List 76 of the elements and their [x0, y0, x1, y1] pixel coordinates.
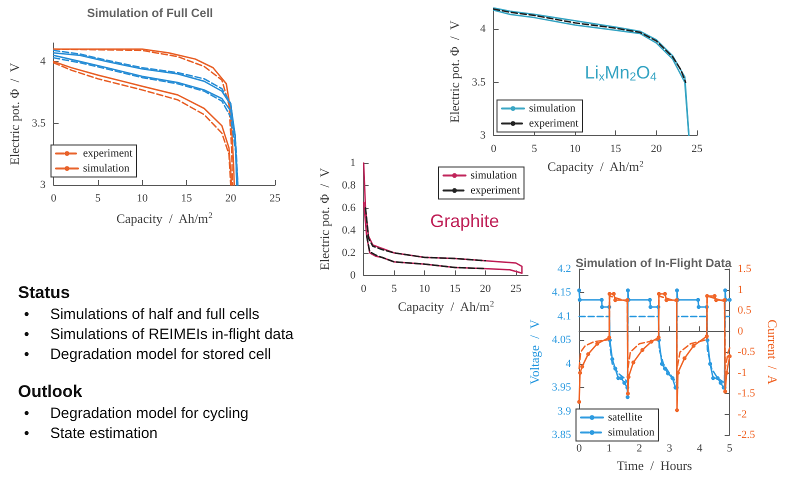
- y-tick-label: 3.9: [557, 405, 572, 418]
- text: • Simulations of half and full cells: [24, 305, 260, 325]
- x-axis-title: Time / Hours: [616, 458, 692, 473]
- x-tick-label: 10: [569, 142, 581, 155]
- legend-label: experiment: [83, 148, 132, 160]
- y2-tick-label: -1.5: [738, 388, 756, 400]
- annotation: Graphite: [430, 211, 500, 232]
- legend-label: experiment: [529, 118, 578, 130]
- text: Status: [18, 283, 70, 302]
- y-tick-label: 3.5: [32, 117, 46, 130]
- y-tick-label: 0: [350, 269, 356, 282]
- x-tick-label: 0: [490, 142, 497, 155]
- y-tick-label: 3: [480, 129, 486, 142]
- x-tick-label: 10: [419, 282, 431, 295]
- y-tick-label: 1: [350, 157, 356, 169]
- y2-tick-label: -2.5: [738, 429, 756, 442]
- x-tick-label: 20: [225, 192, 237, 204]
- y-tick-label: 0.2: [342, 246, 356, 259]
- y2-axis-title: Current / A: [765, 320, 780, 386]
- y-tick-label: 4: [40, 56, 46, 68]
- x-tick-label: 5: [95, 192, 102, 204]
- legend-label: simulation: [608, 426, 655, 438]
- legend-label: satellite: [608, 412, 642, 424]
- x-tick-label: 2: [636, 442, 642, 455]
- x-tick-label: 20: [480, 282, 492, 295]
- chart-title: Simulation of In-Flight Data: [576, 256, 732, 270]
- y-tick-label: 4.05: [552, 334, 572, 346]
- chart-title: Simulation of Full Cell: [87, 6, 213, 20]
- y-tick-label: 0.8: [342, 179, 356, 192]
- y-tick-label: 3: [40, 179, 46, 191]
- x-tick-label: 4: [696, 442, 703, 455]
- text: • Degradation model for stored cell: [24, 345, 272, 365]
- y-tick-label: 4.2: [557, 263, 572, 275]
- x-tick-label: 3: [666, 442, 673, 455]
- text: • Simulations of REIMEIs in-flight data: [24, 325, 295, 345]
- y2-tick-label: -2: [738, 408, 747, 420]
- y-tick-label: 3.85: [552, 429, 572, 442]
- y2-tick-label: -1: [738, 366, 747, 379]
- x-tick-label: 20: [650, 142, 662, 155]
- x-tick-label: 0: [576, 442, 582, 455]
- y-tick-label: 0.4: [342, 224, 356, 236]
- y2-tick-label: 0.5: [738, 304, 752, 317]
- y-axis-title: Electric pot. Φ / V: [317, 167, 332, 270]
- legend-label: simulation: [470, 170, 518, 182]
- x-tick-label: 5: [532, 142, 538, 155]
- y-tick-label: 0.6: [342, 202, 356, 214]
- y-tick-label: 4: [566, 358, 572, 370]
- y2-tick-label: 1.5: [738, 263, 752, 275]
- text: • State estimation: [24, 424, 159, 444]
- text: • Degradation model for cycling: [24, 404, 250, 424]
- x-tick-label: 5: [391, 282, 398, 295]
- y2-tick-label: 0: [738, 325, 744, 338]
- x-tick-label: 15: [180, 192, 192, 204]
- y-axis-title: Electric pot. Φ / V: [447, 20, 462, 123]
- x-tick-label: 0: [360, 282, 367, 295]
- x-tick-label: 15: [449, 282, 461, 295]
- legend-label: simulation: [83, 162, 130, 174]
- x-tick-label: 10: [136, 192, 148, 204]
- y2-tick-label: -0.5: [738, 346, 756, 358]
- x-tick-label: 25: [692, 142, 703, 155]
- x-tick-label: 25: [510, 282, 522, 295]
- legend-label: simulation: [529, 102, 576, 114]
- y-tick-label: 4.15: [552, 286, 572, 299]
- legend-label: experiment: [470, 184, 520, 196]
- x-tick-label: 0: [50, 192, 57, 204]
- x-tick-label: 5: [726, 442, 733, 455]
- x-tick-label: 1: [606, 442, 612, 455]
- y-axis-title: Voltage / V: [527, 318, 542, 385]
- y-tick-label: 3.5: [472, 76, 486, 88]
- x-tick-label: 15: [610, 142, 622, 155]
- y-tick-label: 4.1: [557, 310, 572, 322]
- y-axis-title: Electric pot. Φ / V: [7, 62, 22, 166]
- text: Outlook: [18, 382, 84, 402]
- x-tick-label: 25: [270, 192, 281, 204]
- y-tick-label: 4: [480, 23, 486, 36]
- y-tick-label: 3.95: [552, 382, 572, 394]
